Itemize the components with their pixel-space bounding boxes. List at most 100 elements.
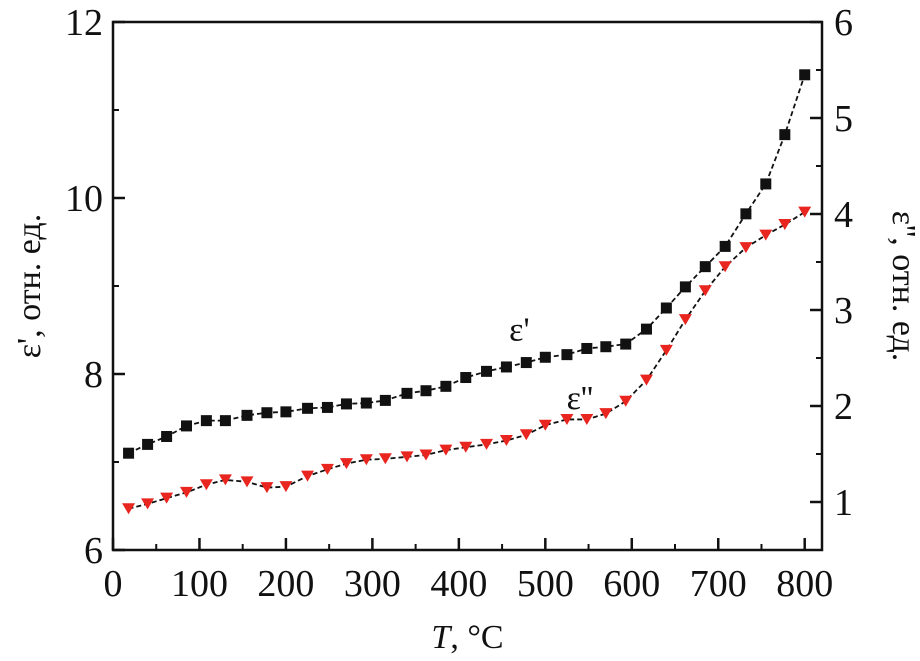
y-right-tick-label: 1 xyxy=(834,482,853,524)
data-point-square xyxy=(660,302,672,314)
x-tick-label: 300 xyxy=(344,563,401,605)
x-axis-label: T, °C xyxy=(431,619,503,656)
data-point-triangle xyxy=(339,458,353,470)
y-left-tick-label: 10 xyxy=(65,178,103,220)
data-point-square xyxy=(520,357,532,369)
data-point-triangle xyxy=(439,444,453,456)
data-point-triangle xyxy=(538,419,552,431)
data-point-triangle xyxy=(778,219,792,231)
data-point-square xyxy=(302,402,314,414)
data-point-square xyxy=(799,69,811,81)
data-point-triangle xyxy=(359,454,373,466)
data-point-triangle xyxy=(678,314,692,326)
data-point-square xyxy=(340,398,352,410)
data-point-square xyxy=(620,338,632,350)
x-axis-unit: , °C xyxy=(450,619,503,656)
data-point-square xyxy=(679,281,691,293)
data-point-triangle xyxy=(619,395,633,407)
data-point-square xyxy=(142,438,154,450)
data-point-triangle xyxy=(718,261,732,273)
data-point-triangle xyxy=(659,344,673,356)
y-left-tick-label: 6 xyxy=(84,530,103,572)
data-point-triangle xyxy=(599,408,613,420)
data-point-square xyxy=(200,415,212,427)
data-point-square xyxy=(123,447,135,459)
y-left-tick-label: 12 xyxy=(65,2,103,44)
data-point-triangle xyxy=(199,479,213,491)
x-tick-label: 0 xyxy=(104,563,123,605)
data-point-square xyxy=(460,372,472,384)
data-point-triangle xyxy=(759,229,773,241)
data-point-triangle xyxy=(218,474,232,486)
data-point-triangle xyxy=(580,413,594,425)
data-point-triangle xyxy=(639,374,653,386)
data-point-square xyxy=(640,323,652,335)
data-point-triangle xyxy=(519,429,533,441)
data-point-square xyxy=(261,407,273,419)
data-point-triangle xyxy=(739,242,753,254)
series-line xyxy=(128,211,806,510)
data-point-triangle xyxy=(122,503,136,515)
plot-frame xyxy=(111,20,824,552)
data-point-square xyxy=(379,394,391,406)
data-point-square xyxy=(561,349,573,361)
data-point-triangle xyxy=(179,486,193,498)
data-point-triangle xyxy=(798,206,812,218)
data-point-triangle xyxy=(160,492,174,504)
data-point-triangle xyxy=(400,451,414,463)
tick-marks xyxy=(111,20,822,552)
data-point-square xyxy=(481,365,493,377)
data-point-square xyxy=(280,406,292,418)
x-tick-label: 500 xyxy=(517,563,574,605)
x-tick-label: 800 xyxy=(776,563,833,605)
y-right-tick-label: 4 xyxy=(834,194,853,236)
y-axis-right-label: ε'', отн. ед. xyxy=(885,211,920,362)
data-point-triangle xyxy=(499,435,513,447)
annotation-eps-real: ε' xyxy=(509,312,529,349)
data-point-square xyxy=(699,261,711,273)
y-right-tick-label: 3 xyxy=(834,290,853,332)
data-point-square xyxy=(180,420,192,432)
y-left-tick-label: 8 xyxy=(84,354,103,396)
data-point-square xyxy=(779,129,791,141)
x-tick-label: 600 xyxy=(603,563,660,605)
data-point-square xyxy=(539,351,551,363)
y-right-tick-label: 2 xyxy=(834,386,853,428)
x-tick-label: 200 xyxy=(257,563,314,605)
data-point-square xyxy=(719,240,731,252)
data-point-square xyxy=(360,397,372,409)
data-point-triangle xyxy=(279,481,293,493)
data-point-triangle xyxy=(560,413,574,425)
data-point-square xyxy=(440,380,452,392)
axes xyxy=(111,20,824,552)
data-point-triangle xyxy=(260,482,274,494)
data-point-square xyxy=(760,178,772,190)
data-point-triangle xyxy=(480,438,494,450)
data-point-triangle xyxy=(320,463,334,475)
annotation-eps-imag: ε'' xyxy=(567,380,594,417)
data-point-triangle xyxy=(419,449,433,461)
x-axis-var: T xyxy=(431,619,452,656)
data-point-square xyxy=(161,430,173,442)
series-eps-real xyxy=(123,69,811,459)
data-point-square xyxy=(321,401,333,413)
data-point-triangle xyxy=(698,285,712,297)
data-point-square xyxy=(600,341,612,353)
series-eps-imag xyxy=(122,206,812,515)
data-point-square xyxy=(241,409,253,421)
data-point-triangle xyxy=(141,498,155,510)
series xyxy=(122,69,812,515)
data-point-square xyxy=(401,387,413,399)
y-right-tick-label: 6 xyxy=(834,2,853,44)
data-point-triangle xyxy=(240,476,254,488)
x-tick-label: 100 xyxy=(171,563,228,605)
data-point-triangle xyxy=(459,441,473,453)
data-point-square xyxy=(219,415,231,427)
x-tick-label: 400 xyxy=(430,563,487,605)
data-point-square xyxy=(581,342,593,354)
data-point-square xyxy=(420,385,432,397)
y-right-tick-label: 5 xyxy=(834,98,853,140)
data-point-square xyxy=(500,361,512,373)
data-point-triangle xyxy=(301,470,315,482)
